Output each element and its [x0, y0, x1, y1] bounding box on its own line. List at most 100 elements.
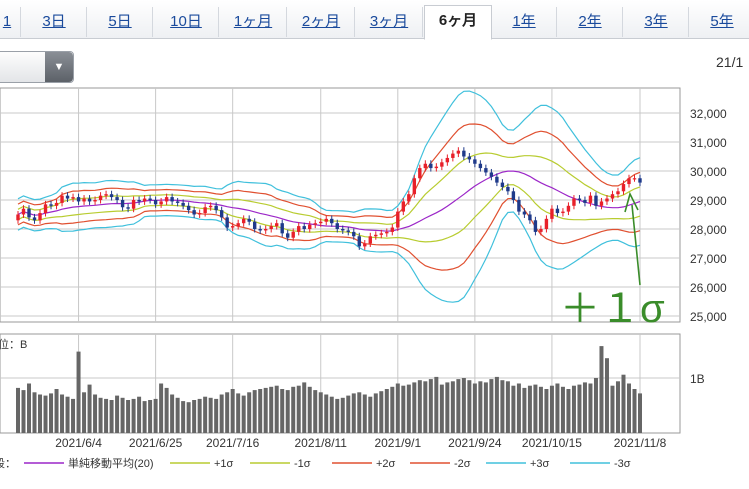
volume-bar — [225, 392, 230, 433]
volume-bar — [604, 358, 609, 433]
candle-body — [511, 191, 516, 200]
candle-body — [186, 205, 191, 211]
volume-bar — [104, 398, 109, 433]
candle-body — [115, 197, 119, 200]
tab-3months[interactable]: 3ヶ月 — [356, 7, 423, 37]
tab-10days[interactable]: 10日 — [154, 7, 219, 37]
candle-body — [76, 197, 81, 202]
volume-bar — [208, 397, 213, 433]
volume-bar — [423, 381, 428, 433]
legend-label: -2σ — [454, 458, 471, 470]
candle-body — [236, 223, 240, 227]
tab-5years[interactable]: 5年 — [690, 7, 749, 37]
volume-bar — [148, 400, 153, 433]
volume-bar — [98, 397, 103, 433]
chevron-down-icon[interactable]: ▼ — [45, 52, 73, 82]
tab-3years[interactable]: 3年 — [624, 7, 689, 37]
tab-2months[interactable]: 2ヶ月 — [288, 7, 355, 37]
volume-bar — [489, 379, 494, 433]
volume-bar — [626, 383, 631, 433]
x-tick-label: 2021/6/4 — [55, 436, 102, 450]
candle-body — [352, 231, 356, 237]
candle-body — [412, 178, 417, 195]
volume-tick-label: 1B — [690, 372, 705, 386]
volume-bar — [335, 398, 340, 433]
candle-body — [16, 214, 20, 221]
volume-bar — [445, 382, 450, 433]
volume-bar — [219, 394, 224, 433]
volume-bar — [280, 389, 285, 433]
volume-bar — [428, 379, 433, 433]
volume-bar — [307, 386, 312, 433]
volume-bar — [560, 386, 565, 433]
x-tick-label: 2021/9/1 — [374, 436, 421, 450]
candle-body — [550, 208, 554, 219]
legend-label: +3σ — [530, 458, 550, 470]
volume-bar — [324, 394, 329, 433]
tab-5days[interactable]: 5日 — [88, 7, 153, 37]
volume-bar — [214, 398, 219, 433]
volume-bar — [417, 380, 422, 433]
candle-body — [192, 210, 196, 215]
volume-bar — [456, 379, 461, 433]
tab-1month[interactable]: 1ヶ月 — [220, 7, 287, 37]
candle-body — [148, 198, 152, 200]
period-tab-bar: 1 3日 5日 10日 1ヶ月 2ヶ月 3ヶ月 6ヶ月 1年 2年 3年 5年 — [0, 0, 749, 40]
band-minus-1-sigma-line — [17, 184, 641, 243]
candle-body — [142, 198, 147, 202]
candle-body — [517, 200, 521, 212]
tab-6months[interactable]: 6ヶ月 — [424, 5, 492, 40]
volume-bar — [170, 394, 175, 433]
candle-body — [21, 208, 26, 215]
candle-body — [621, 184, 626, 192]
tab-2years[interactable]: 2年 — [558, 7, 623, 37]
volume-bar — [126, 400, 131, 433]
candle-body — [208, 205, 213, 208]
candle-body — [263, 229, 268, 231]
candle-body — [627, 178, 631, 185]
volume-bar — [153, 398, 158, 433]
candle-body — [506, 186, 510, 192]
volume-bar — [406, 384, 411, 433]
volume-bar — [313, 390, 318, 433]
volume-bar — [65, 396, 70, 433]
x-tick-label: 2021/9/24 — [448, 436, 502, 450]
legend-label: -3σ — [614, 458, 631, 470]
volume-bar — [87, 384, 92, 433]
candle-body — [291, 231, 295, 238]
tab-1day[interactable]: 1 — [0, 7, 21, 37]
candle-body — [87, 198, 92, 202]
candle-body — [368, 236, 372, 244]
candle-body — [489, 172, 494, 177]
volume-bar — [412, 382, 417, 433]
indicator-select[interactable]: ▼ — [0, 51, 74, 83]
candle-body — [555, 208, 560, 214]
candle-body — [577, 198, 582, 200]
candle-body — [500, 182, 505, 187]
volume-bar — [109, 400, 114, 433]
volume-bar — [566, 389, 571, 433]
candle-body — [561, 211, 565, 214]
band-plus-3-sigma-line — [17, 90, 641, 213]
candle-body — [137, 200, 141, 202]
volume-bar — [373, 393, 378, 433]
candle-body — [225, 217, 229, 228]
volume-bar — [263, 387, 268, 433]
legend-label: +2σ — [376, 458, 396, 470]
candle-body — [566, 205, 571, 212]
candle-body — [258, 229, 262, 231]
tab-1year[interactable]: 1年 — [492, 7, 557, 37]
tab-3days[interactable]: 3日 — [22, 7, 87, 37]
band-plus-2-sigma-line — [17, 123, 641, 219]
volume-bar — [76, 351, 81, 433]
candle-body — [594, 195, 598, 206]
legend-label: +1σ — [214, 458, 234, 470]
volume-bar — [588, 383, 593, 433]
candle-body — [170, 197, 174, 202]
candle-body — [54, 202, 59, 206]
volume-bar — [390, 386, 395, 433]
price-tick-label: 31,000 — [690, 136, 727, 150]
volume-bar — [236, 393, 241, 433]
candle-body — [319, 221, 323, 224]
